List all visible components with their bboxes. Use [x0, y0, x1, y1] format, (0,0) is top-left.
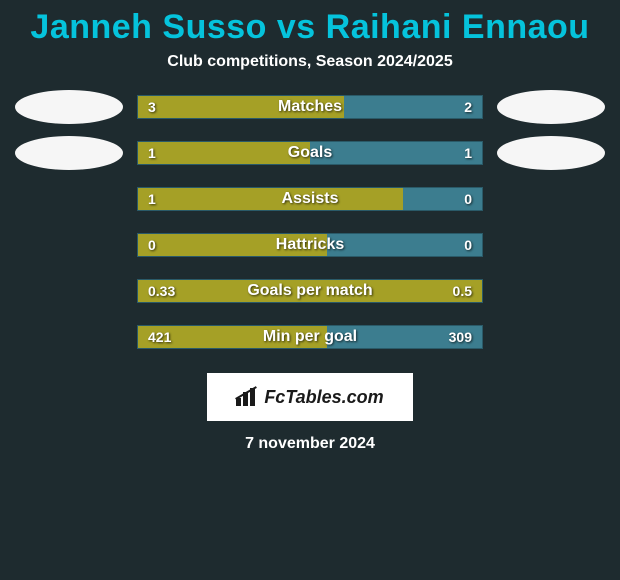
stats-container: Matches 3 2 Goals 1 1 Assists 1 0 Hattricks 0 0 Goal…: [0, 95, 620, 371]
stat-row: Min per goal 421 309: [0, 325, 620, 349]
logo-text: FcTables.com: [264, 387, 383, 408]
bar-segment-right: [310, 142, 482, 164]
stat-row: Assists 1 0: [0, 187, 620, 211]
player-ellipse-right: [497, 136, 605, 170]
stat-value-right: 1: [464, 145, 472, 161]
stat-label: Goals: [288, 144, 332, 162]
player-ellipse-left: [15, 90, 123, 124]
stat-bar: Assists 1 0: [137, 187, 483, 211]
player-ellipse-right: [497, 90, 605, 124]
ellipse-placeholder: [15, 320, 123, 354]
ellipse-placeholder: [497, 228, 605, 262]
stat-label: Goals per match: [247, 282, 372, 300]
stat-value-left: 0.33: [148, 283, 175, 299]
player-ellipse-left: [15, 136, 123, 170]
ellipse-placeholder: [15, 182, 123, 216]
stat-value-right: 0: [464, 191, 472, 207]
stat-row: Goals per match 0.33 0.5: [0, 279, 620, 303]
ellipse-placeholder: [15, 228, 123, 262]
stat-value-right: 309: [449, 329, 472, 345]
ellipse-placeholder: [497, 182, 605, 216]
bar-segment-right: [344, 96, 482, 118]
chart-icon: [236, 388, 258, 406]
stat-bar: Hattricks 0 0: [137, 233, 483, 257]
stat-label: Hattricks: [276, 236, 344, 254]
stat-value-left: 1: [148, 145, 156, 161]
stat-label: Min per goal: [263, 328, 357, 346]
stat-value-left: 3: [148, 99, 156, 115]
ellipse-placeholder: [497, 320, 605, 354]
stat-bar: Goals 1 1: [137, 141, 483, 165]
subtitle: Club competitions, Season 2024/2025: [167, 53, 452, 71]
stat-value-left: 421: [148, 329, 171, 345]
stat-label: Assists: [282, 190, 339, 208]
bar-segment-left: [138, 188, 403, 210]
ellipse-placeholder: [497, 274, 605, 308]
stat-value-left: 0: [148, 237, 156, 253]
stat-bar: Matches 3 2: [137, 95, 483, 119]
logo-box: FcTables.com: [207, 373, 413, 421]
date-label: 7 november 2024: [245, 435, 375, 453]
page-title: Janneh Susso vs Raihani Ennaou: [30, 8, 589, 47]
ellipse-placeholder: [15, 274, 123, 308]
stat-value-left: 1: [148, 191, 156, 207]
stat-value-right: 0.5: [453, 283, 472, 299]
stat-row: Hattricks 0 0: [0, 233, 620, 257]
stat-row: Matches 3 2: [0, 95, 620, 119]
bar-segment-right: [327, 234, 482, 256]
stat-bar: Min per goal 421 309: [137, 325, 483, 349]
stat-value-right: 0: [464, 237, 472, 253]
stat-value-right: 2: [464, 99, 472, 115]
stat-row: Goals 1 1: [0, 141, 620, 165]
stat-bar: Goals per match 0.33 0.5: [137, 279, 483, 303]
bar-segment-left: [138, 142, 310, 164]
stat-label: Matches: [278, 98, 342, 116]
